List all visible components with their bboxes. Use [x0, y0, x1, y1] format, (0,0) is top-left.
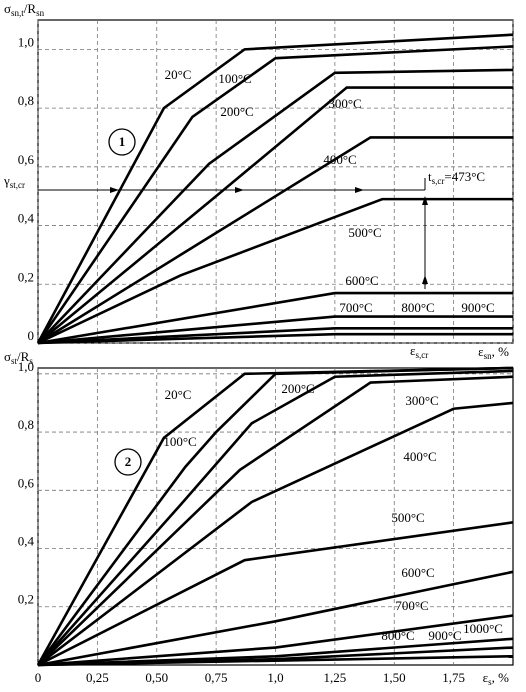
y-tick-label: 1,0 — [18, 359, 34, 374]
line — [37, 570, 514, 667]
annotation-part: s,cr — [432, 176, 445, 186]
y-tick-label: 0,2 — [18, 592, 34, 607]
line — [37, 614, 514, 667]
series-label: 400°C — [323, 152, 356, 167]
line — [37, 68, 514, 344]
y-tick-label: 0,8 — [18, 417, 34, 432]
series-label: 500°C — [391, 510, 424, 525]
x-tick-label: 0 — [35, 670, 42, 685]
annotation: εs,cr — [410, 343, 428, 360]
series-label: 1000°C — [463, 621, 503, 636]
y-axis-title: σst/Rs — [4, 349, 33, 366]
x-tick-label: 0,25 — [86, 670, 109, 685]
series-label: 400°C — [403, 449, 436, 464]
line — [37, 197, 513, 345]
y-tick-label: 0 — [28, 328, 35, 343]
line — [36, 366, 514, 666]
y-tick-label: 0,2 — [18, 269, 34, 284]
line — [37, 327, 513, 345]
series-label: 800°C — [381, 628, 414, 643]
x-axis-title-part: , % — [492, 344, 510, 359]
x-tick-label: 0,75 — [205, 670, 228, 685]
x-axis-title: εsn, % — [478, 344, 509, 361]
annotation-part: t — [428, 169, 432, 184]
series-label: 900°C — [428, 628, 461, 643]
line — [37, 136, 513, 345]
y-tick-label: 1,0 — [18, 34, 34, 49]
series-label: 200°C — [281, 381, 314, 396]
line — [37, 375, 514, 666]
annotation: ts,cr=473°C — [428, 169, 485, 186]
annotation-part: ε — [410, 343, 416, 358]
annotation-part: s,cr — [415, 350, 428, 360]
series-label: 700°C — [339, 300, 372, 315]
annotation: γst,cr — [3, 173, 25, 190]
line — [36, 33, 514, 344]
line — [37, 401, 514, 667]
series-label: 800°C — [401, 300, 434, 315]
panel-marker: 1 — [119, 134, 126, 149]
y-axis-title-part: st — [11, 356, 18, 366]
y-axis-title-part: sn,t — [11, 8, 24, 18]
y-axis-title-part: /R — [17, 349, 30, 364]
arrow-head — [110, 187, 119, 193]
y-axis-title: σsn,t/Rsn — [4, 1, 45, 18]
line — [37, 86, 513, 345]
series-label: 200°C — [220, 104, 253, 119]
y-tick-label: 0,4 — [18, 211, 35, 226]
series-label: 700°C — [395, 598, 428, 613]
x-tick-label: 0,50 — [145, 670, 168, 685]
panel-marker: 2 — [125, 454, 132, 469]
series-label: 600°C — [345, 273, 378, 288]
annotation-part: =473°C — [444, 169, 485, 184]
y-tick-label: 0,6 — [18, 475, 35, 490]
panel-marker-circle — [108, 128, 136, 156]
x-axis-title-part: ε — [478, 344, 484, 359]
series-label: 20°C — [165, 67, 192, 82]
y-axis-title-part: s — [29, 356, 33, 366]
x-tick-label: 1,0 — [267, 670, 283, 685]
y-tick-label: 0,8 — [18, 93, 34, 108]
series-label: 900°C — [461, 300, 494, 315]
arrow-head — [422, 196, 428, 205]
arrow-head — [235, 187, 244, 193]
series-label: 300°C — [405, 393, 438, 408]
x-axis-title: εs, % — [483, 670, 509, 687]
line — [37, 654, 514, 667]
x-tick-label: 1,50 — [383, 670, 406, 685]
series-label: 100°C — [218, 71, 251, 86]
x-axis-title-part: , % — [492, 670, 510, 685]
x-axis-title-part: ε — [483, 670, 489, 685]
line — [37, 291, 513, 345]
y-axis-title-part: /R — [24, 1, 37, 16]
annotation-part: st,cr — [10, 180, 25, 190]
series-label: 500°C — [348, 225, 381, 240]
x-tick-label: 1,25 — [324, 670, 347, 685]
x-tick-label: 1,75 — [442, 670, 465, 685]
series-label: 100°C — [163, 434, 196, 449]
arrow-head — [422, 275, 428, 284]
y-tick-label: 0,4 — [18, 534, 35, 549]
series-label: 20°C — [165, 387, 192, 402]
y-axis-title-part: sn — [36, 8, 45, 18]
y-axis-title-part: σ — [4, 349, 11, 364]
series-label: 300°C — [328, 96, 361, 111]
line — [37, 332, 513, 345]
line — [37, 521, 514, 667]
line — [37, 315, 513, 345]
annotation-part: γ — [3, 173, 10, 188]
x-axis-title-part: s — [488, 677, 492, 687]
x-axis-title-part: sn — [484, 351, 493, 361]
y-axis-title-part: σ — [4, 1, 11, 16]
line — [36, 45, 514, 344]
arrow-head — [355, 187, 364, 193]
line — [37, 369, 514, 666]
series-label: 600°C — [401, 565, 434, 580]
panel-marker-circle — [114, 448, 142, 476]
y-tick-label: 0,6 — [18, 152, 35, 167]
